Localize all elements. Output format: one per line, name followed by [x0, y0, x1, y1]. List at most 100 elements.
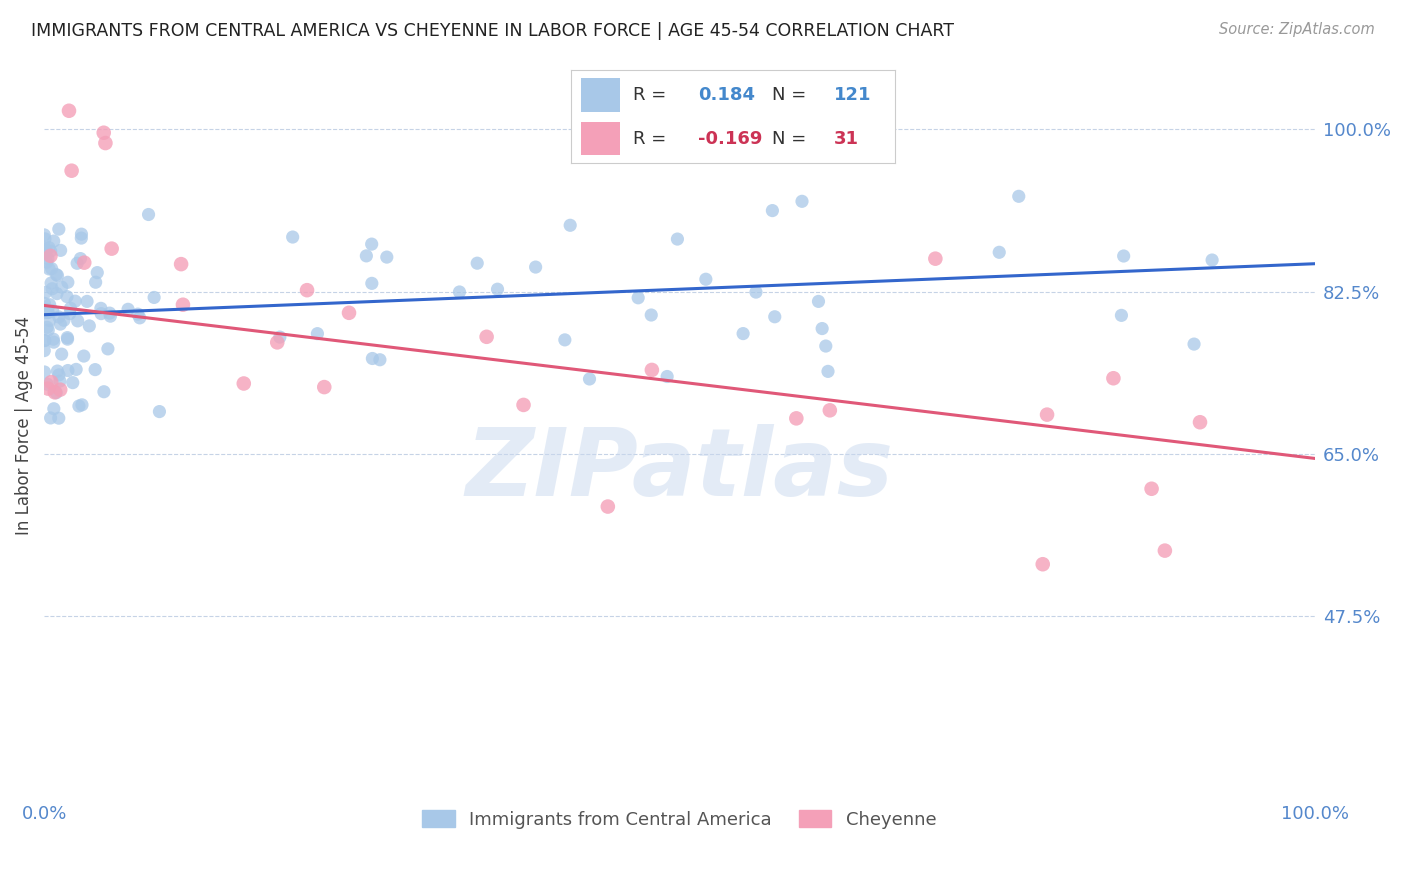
- Point: [56, 332, 79, 346]
- Point: [93, 384, 115, 399]
- Point: [70, 398, 93, 412]
- Point: [59, 301, 82, 316]
- Point: [60, 163, 83, 178]
- Point: [32, 343, 55, 358]
- Point: [42, 335, 65, 350]
- Point: [35, 302, 58, 317]
- Point: [640, 308, 662, 322]
- Point: [785, 411, 807, 425]
- Point: [512, 398, 534, 412]
- Point: [42, 234, 65, 248]
- Point: [84, 275, 107, 289]
- Point: [1112, 249, 1135, 263]
- Point: [143, 290, 166, 304]
- Point: [924, 252, 946, 266]
- Point: [128, 310, 150, 325]
- Point: [44, 385, 66, 400]
- Point: [375, 250, 398, 264]
- Point: [1140, 482, 1163, 496]
- Point: [32, 240, 55, 254]
- Point: [356, 249, 378, 263]
- Point: [38, 298, 60, 312]
- Point: [45, 385, 67, 400]
- Point: [49, 317, 72, 331]
- Point: [127, 307, 149, 321]
- Point: [148, 404, 170, 418]
- Point: [35, 244, 58, 258]
- Point: [39, 249, 62, 263]
- Point: [465, 256, 488, 270]
- Point: [361, 351, 384, 366]
- Point: [42, 303, 65, 318]
- Point: [56, 330, 79, 344]
- Point: [34, 296, 56, 310]
- Point: [360, 277, 382, 291]
- Point: [58, 103, 80, 118]
- Point: [42, 401, 65, 416]
- Point: [138, 207, 160, 221]
- Point: [46, 364, 69, 378]
- Point: [45, 268, 67, 282]
- Point: [790, 194, 813, 209]
- Point: [37, 252, 59, 266]
- Point: [37, 305, 59, 319]
- Point: [45, 286, 67, 301]
- Point: [337, 306, 360, 320]
- Point: [34, 334, 56, 348]
- Point: [100, 242, 122, 256]
- Point: [449, 285, 471, 299]
- Point: [41, 282, 63, 296]
- Point: [814, 339, 837, 353]
- Point: [70, 227, 93, 242]
- Point: [32, 305, 55, 319]
- Point: [39, 411, 62, 425]
- Text: ZIPatlas: ZIPatlas: [465, 425, 893, 516]
- Point: [655, 369, 678, 384]
- Point: [578, 372, 600, 386]
- Point: [48, 310, 70, 324]
- Point: [48, 368, 70, 382]
- Point: [49, 383, 72, 397]
- Point: [37, 382, 59, 396]
- Point: [733, 326, 755, 341]
- Point: [63, 294, 86, 309]
- Point: [38, 261, 60, 276]
- Point: [37, 377, 59, 392]
- Point: [524, 260, 547, 274]
- Point: [232, 376, 254, 391]
- Point: [1032, 558, 1054, 572]
- Legend: Immigrants from Central America, Cheyenne: Immigrants from Central America, Cheyenn…: [415, 804, 943, 836]
- Point: [35, 285, 58, 300]
- Point: [1036, 408, 1059, 422]
- Point: [49, 374, 72, 388]
- Point: [761, 203, 783, 218]
- Point: [79, 318, 101, 333]
- Point: [35, 255, 58, 269]
- Point: [117, 302, 139, 317]
- Point: [486, 282, 509, 296]
- Point: [1201, 253, 1223, 268]
- Point: [90, 307, 112, 321]
- Text: IMMIGRANTS FROM CENTRAL AMERICA VS CHEYENNE IN LABOR FORCE | AGE 45-54 CORRELATI: IMMIGRANTS FROM CENTRAL AMERICA VS CHEYE…: [31, 22, 953, 40]
- Point: [98, 306, 121, 320]
- Point: [56, 275, 79, 289]
- Point: [38, 241, 60, 255]
- Point: [62, 376, 84, 390]
- Y-axis label: In Labor Force | Age 45-54: In Labor Force | Age 45-54: [15, 317, 32, 535]
- Point: [695, 272, 717, 286]
- Point: [818, 403, 841, 417]
- Point: [66, 256, 89, 270]
- Point: [32, 334, 55, 348]
- Point: [100, 309, 122, 323]
- Point: [368, 352, 391, 367]
- Point: [52, 313, 75, 327]
- Point: [314, 380, 336, 394]
- Point: [281, 230, 304, 244]
- Point: [84, 362, 107, 376]
- Point: [93, 126, 115, 140]
- Point: [34, 365, 56, 379]
- Point: [73, 349, 96, 363]
- Point: [65, 362, 87, 376]
- Point: [48, 222, 70, 236]
- Point: [41, 261, 63, 276]
